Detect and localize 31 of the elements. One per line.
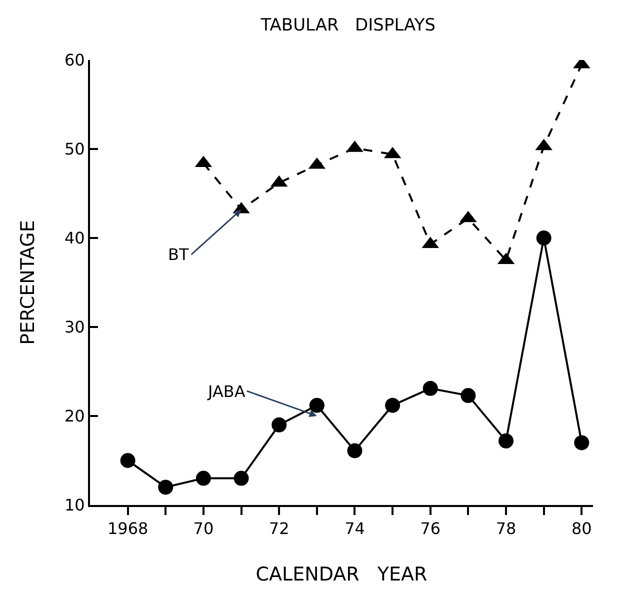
y-tick-label: 50 — [64, 140, 85, 159]
y-tick-label: 30 — [64, 318, 85, 337]
y-tick-label: 40 — [64, 228, 85, 248]
y-tick-label: 20 — [64, 406, 85, 426]
x-tick-label: 1968 — [107, 519, 148, 538]
x-axis-title: CALENDAR YEAR — [256, 564, 428, 586]
x-tick-label: 80 — [571, 519, 592, 538]
point — [536, 230, 552, 246]
x-tick-label: 76 — [420, 519, 441, 538]
chart-title: TABULAR DISPLAYS — [260, 15, 436, 36]
point — [272, 417, 287, 432]
point — [347, 443, 362, 458]
y-axis-title: PERCENTAGE — [16, 220, 39, 345]
x-tick-label: 72 — [268, 519, 290, 538]
annotation: BT — [168, 245, 189, 264]
y-tick-label: 60 — [64, 50, 85, 70]
x-tick-label: 70 — [193, 519, 214, 538]
x-tick-label: 78 — [496, 519, 516, 538]
point — [234, 470, 249, 486]
point — [498, 433, 514, 448]
x-tick-label: 74 — [344, 519, 365, 538]
point — [574, 435, 590, 450]
y-tick-label: 10 — [64, 496, 85, 515]
point — [309, 398, 324, 413]
annotation: JABA — [207, 382, 246, 401]
point — [385, 398, 400, 413]
point — [120, 453, 136, 468]
point — [196, 470, 211, 486]
point — [422, 380, 438, 396]
point — [460, 388, 476, 404]
point — [158, 480, 174, 495]
